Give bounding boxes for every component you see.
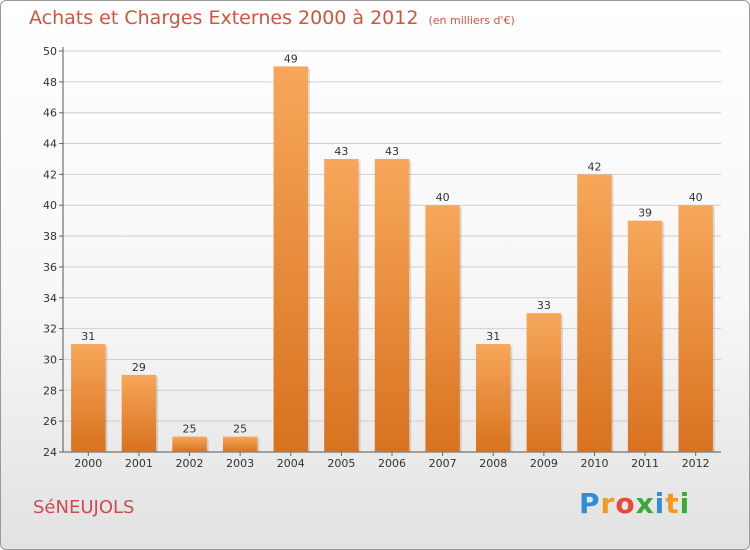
x-tick-label: 2006 (378, 457, 406, 470)
data-label: 33 (537, 299, 551, 312)
y-tick-label: 44 (43, 138, 57, 151)
x-tick-label: 2002 (176, 457, 204, 470)
chart-unit-text: (en milliers d'€) (428, 14, 515, 27)
commune-name: SéNEUJOLS (33, 497, 135, 518)
data-label: 43 (385, 145, 399, 158)
logo-letter: i (654, 487, 666, 520)
logo-letter: P (579, 487, 601, 520)
x-tick-label: 2010 (580, 457, 608, 470)
x-tick-label: 2003 (226, 457, 254, 470)
bar (324, 158, 359, 452)
x-tick-label: 2009 (530, 457, 558, 470)
x-tick-label: 2008 (479, 457, 507, 470)
bar (121, 374, 157, 452)
bar (71, 344, 106, 452)
y-tick-label: 32 (43, 323, 57, 336)
x-tick-label: 2011 (631, 457, 659, 470)
data-label: 29 (132, 361, 146, 374)
data-label: 42 (587, 160, 601, 173)
y-tick-label: 40 (43, 199, 57, 212)
bar (577, 174, 612, 452)
data-label: 25 (233, 423, 247, 436)
data-label: 31 (486, 330, 500, 343)
logo-letter: i (679, 487, 691, 520)
data-label: 40 (689, 191, 703, 204)
x-tick-label: 2001 (125, 457, 153, 470)
y-tick-label: 30 (43, 353, 57, 366)
bar (374, 158, 410, 452)
chart-title-text: Achats et Charges Externes 2000 à 2012 (29, 7, 419, 29)
data-label: 31 (81, 330, 95, 343)
y-tick-label: 24 (43, 446, 57, 459)
bar (222, 436, 258, 452)
data-label: 39 (638, 207, 652, 220)
logo-letter: t (665, 487, 680, 520)
y-tick-label: 38 (43, 230, 57, 243)
y-tick-label: 46 (43, 107, 57, 120)
y-tick-label: 48 (43, 76, 57, 89)
data-label: 49 (284, 52, 298, 65)
logo-letter: x (635, 487, 655, 520)
y-tick-label: 50 (43, 45, 57, 58)
chart-title: Achats et Charges Externes 2000 à 2012 (e… (29, 7, 515, 29)
logo-letter: r (600, 487, 616, 520)
data-labels: 31 29 25 25 49 43 43 40 31 33 42 39 40 (81, 52, 702, 435)
data-label: 40 (436, 191, 450, 204)
bar (526, 313, 562, 452)
y-tick-label: 28 (43, 384, 57, 397)
y-tick-label: 26 (43, 415, 57, 428)
x-tick-label: 2004 (277, 457, 305, 470)
bar (273, 66, 308, 452)
bars (71, 66, 715, 452)
x-tick-label: 2012 (682, 457, 710, 470)
y-tick-label: 42 (43, 168, 57, 181)
bar (678, 205, 713, 452)
proxiti-logo: Proxiti (579, 487, 690, 520)
data-label: 25 (183, 423, 197, 436)
bar (425, 205, 460, 452)
bar (172, 436, 207, 452)
logo-letter: o (615, 487, 636, 520)
x-tick-label: 2000 (74, 457, 102, 470)
y-tick-label: 34 (43, 292, 57, 305)
x-tick-label: 2007 (429, 457, 457, 470)
y-tick-label: 36 (43, 261, 57, 274)
x-tick-label: 2005 (327, 457, 355, 470)
data-label: 43 (334, 145, 348, 158)
bar (627, 220, 663, 452)
bar (476, 344, 511, 452)
